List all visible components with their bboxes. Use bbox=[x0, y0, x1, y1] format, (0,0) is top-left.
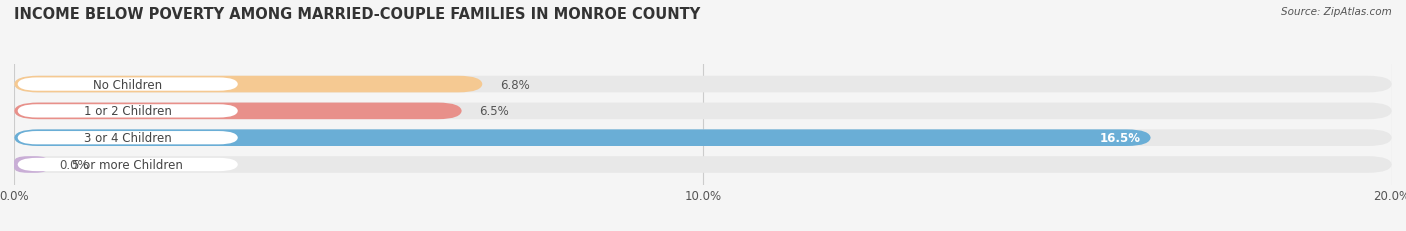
Text: 1 or 2 Children: 1 or 2 Children bbox=[84, 105, 172, 118]
Text: 6.5%: 6.5% bbox=[479, 105, 509, 118]
FancyBboxPatch shape bbox=[14, 103, 463, 120]
FancyBboxPatch shape bbox=[14, 157, 1392, 173]
FancyBboxPatch shape bbox=[14, 130, 1392, 146]
FancyBboxPatch shape bbox=[14, 76, 1392, 93]
FancyBboxPatch shape bbox=[17, 158, 238, 171]
FancyBboxPatch shape bbox=[17, 105, 238, 118]
Text: 6.8%: 6.8% bbox=[499, 78, 530, 91]
FancyBboxPatch shape bbox=[14, 130, 1152, 146]
Text: No Children: No Children bbox=[93, 78, 162, 91]
FancyBboxPatch shape bbox=[17, 78, 238, 91]
Text: INCOME BELOW POVERTY AMONG MARRIED-COUPLE FAMILIES IN MONROE COUNTY: INCOME BELOW POVERTY AMONG MARRIED-COUPL… bbox=[14, 7, 700, 22]
FancyBboxPatch shape bbox=[14, 157, 48, 173]
FancyBboxPatch shape bbox=[17, 131, 238, 145]
Text: 0.0%: 0.0% bbox=[59, 158, 89, 171]
Text: 5 or more Children: 5 or more Children bbox=[72, 158, 183, 171]
FancyBboxPatch shape bbox=[14, 76, 482, 93]
Text: 16.5%: 16.5% bbox=[1099, 132, 1140, 145]
Text: Source: ZipAtlas.com: Source: ZipAtlas.com bbox=[1281, 7, 1392, 17]
Text: 3 or 4 Children: 3 or 4 Children bbox=[84, 132, 172, 145]
FancyBboxPatch shape bbox=[14, 103, 1392, 120]
